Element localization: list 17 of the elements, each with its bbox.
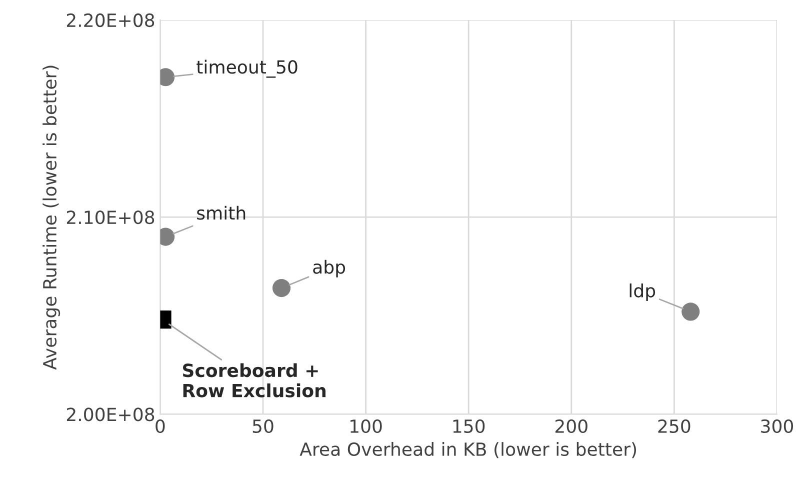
annotation: smith	[197, 206, 246, 220]
annotation: abp	[313, 260, 346, 278]
x-tick-label: 150	[453, 419, 485, 434]
x-tick-label: 200	[555, 419, 588, 434]
annotation: Scoreboard + Row Exclusion	[182, 363, 326, 398]
y-tick-label: 2.00E+08	[66, 408, 154, 422]
annotation: timeout_50	[196, 60, 298, 78]
x-tick-label: 300	[761, 419, 793, 434]
y-tick-label: 2.10E+08	[66, 210, 154, 224]
y-tick-label: 2.20E+08	[66, 13, 154, 28]
x-tick-label: 100	[350, 419, 382, 434]
x-axis-title: Area Overhead in KB (lower is better)	[300, 442, 636, 458]
x-tick-label: 250	[658, 419, 690, 434]
x-tick-label: 50	[252, 419, 274, 434]
x-tick-label: 0	[156, 419, 165, 434]
y-axis-title: Average Runtime (lower is better)	[42, 66, 60, 370]
annotation: ldp	[630, 283, 656, 301]
